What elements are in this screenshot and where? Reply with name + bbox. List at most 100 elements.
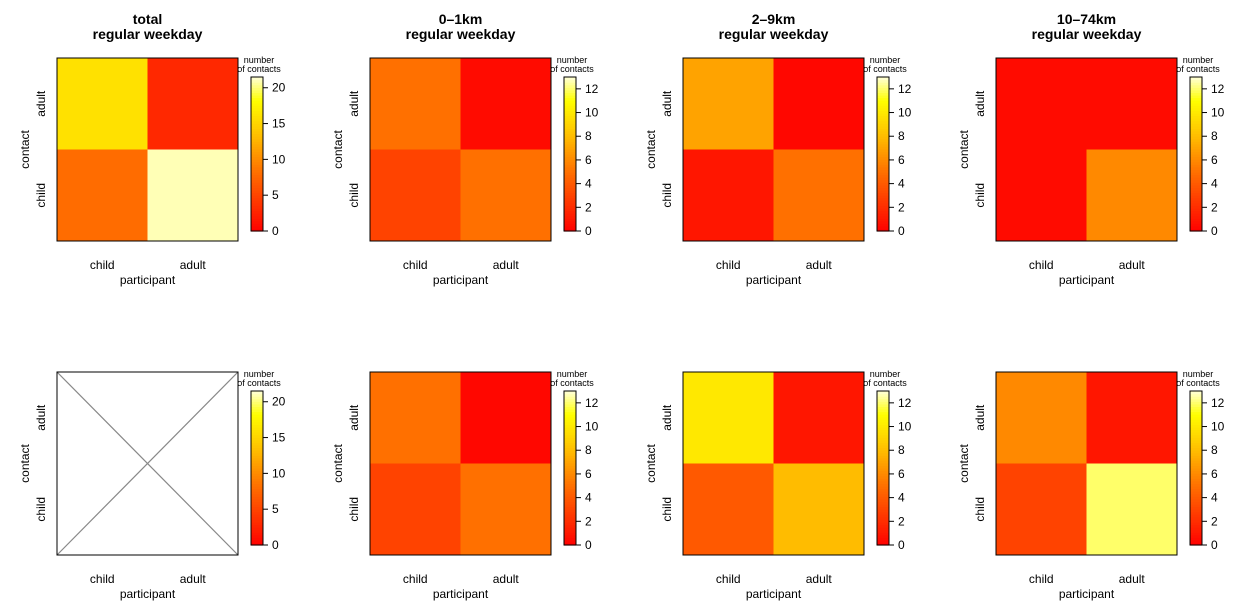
colorbar-segment (564, 421, 576, 425)
colorbar-segment (564, 401, 576, 405)
colorbar-segment (564, 460, 576, 464)
colorbar-segment (251, 514, 263, 518)
colorbar-segment (564, 87, 576, 91)
colorbar-segment (564, 166, 576, 170)
colorbar-segment (1190, 184, 1202, 188)
colorbar-segment (251, 100, 263, 104)
colorbar-segment (251, 210, 263, 214)
colorbar-segment (564, 128, 576, 132)
colorbar-tick-label: 8 (1211, 129, 1218, 143)
colorbar-tick-label: 0 (898, 538, 905, 552)
colorbar-segment (877, 439, 889, 443)
colorbar-segment (1190, 110, 1202, 114)
colorbar-segment (564, 115, 576, 119)
colorbar-segment (251, 218, 263, 222)
colorbar-tick-label: 6 (898, 153, 905, 167)
colorbar-segment (877, 411, 889, 415)
colorbar-segment (251, 87, 263, 91)
y-tick-label: adult (347, 404, 361, 431)
colorbar-segment (877, 189, 889, 194)
colorbar-segment (877, 432, 889, 436)
heatmap-cell (57, 149, 148, 242)
heatmap-cell (370, 149, 461, 242)
colorbar-segment (251, 143, 263, 147)
colorbar-tick-label: 4 (1211, 177, 1218, 191)
colorbar-segment (251, 225, 263, 230)
colorbar-segment (1190, 503, 1202, 508)
colorbar-tick-label: 6 (1211, 467, 1218, 481)
y-tick-label: child (973, 497, 987, 522)
colorbar-segment (1190, 213, 1202, 217)
colorbar-tick-label: 0 (585, 224, 592, 238)
colorbar-segment (564, 455, 576, 459)
colorbar-segment (877, 498, 889, 502)
colorbar-segment (877, 195, 889, 199)
colorbar-frame (1189, 390, 1203, 546)
colorbar-segment (877, 179, 889, 183)
colorbar-segment (564, 138, 576, 142)
colorbar-tick-label: 4 (585, 491, 592, 505)
colorbar-segment (877, 478, 889, 482)
colorbar-segment (1190, 527, 1202, 531)
colorbar-segment (1190, 218, 1202, 222)
colorbar-segment (1190, 225, 1202, 230)
colorbar-segment (564, 393, 576, 397)
colorbar-segment (564, 182, 576, 186)
colorbar-tick-label: 12 (1211, 396, 1225, 410)
colorbar-tick-label: 10 (585, 106, 599, 120)
y-tick-label: child (660, 183, 674, 208)
colorbar-segment (1190, 125, 1202, 129)
panel-title: regular weekday (406, 26, 516, 42)
colorbar-tick-label: 2 (1211, 200, 1218, 214)
colorbar-segment (1190, 94, 1202, 99)
y-axis-label: contact (957, 129, 971, 168)
colorbar-segment (877, 125, 889, 129)
colorbar-segment (564, 164, 576, 168)
colorbar-tick-label: 8 (898, 443, 905, 457)
colorbar-segment (564, 148, 576, 153)
colorbar-segment (1190, 488, 1202, 492)
y-tick-label: adult (347, 90, 361, 117)
colorbar-segment (877, 532, 889, 536)
colorbar-tick-label: 10 (1211, 420, 1225, 434)
colorbar-segment (251, 416, 263, 420)
colorbar-segment (877, 156, 889, 160)
colorbar-segment (1190, 478, 1202, 482)
colorbar-segment (564, 223, 576, 227)
colorbar-tick-label: 0 (585, 538, 592, 552)
colorbar-segment (251, 159, 263, 163)
panel-title: regular weekday (719, 26, 829, 42)
heatmap-cell (147, 149, 239, 242)
colorbar-segment (251, 97, 263, 101)
colorbar-segment (251, 189, 263, 194)
colorbar-tick-label: 2 (898, 514, 905, 528)
colorbar-segment (877, 465, 889, 469)
colorbar-segment (564, 112, 576, 117)
colorbar-segment (1190, 151, 1202, 155)
y-axis-label: contact (644, 443, 658, 482)
colorbar-segment (877, 406, 889, 410)
colorbar-segment (877, 223, 889, 227)
colorbar-segment (1190, 107, 1202, 111)
colorbar-segment (251, 120, 263, 124)
colorbar-segment (251, 84, 263, 88)
colorbar-segment (251, 89, 263, 93)
heatmap-cell (147, 58, 239, 150)
colorbar-segment (564, 496, 576, 500)
colorbar-segment (1190, 539, 1202, 544)
colorbar-segment (1190, 138, 1202, 142)
colorbar-segment (877, 143, 889, 147)
colorbar-segment (564, 84, 576, 88)
x-tick-label: adult (806, 258, 833, 272)
colorbar-segment (251, 110, 263, 114)
colorbar-segment (877, 215, 889, 219)
colorbar-segment (251, 169, 263, 173)
colorbar-segment (877, 161, 889, 165)
colorbar-segment (564, 143, 576, 147)
colorbar-segment (1190, 177, 1202, 181)
colorbar-segment (1190, 92, 1202, 96)
heatmap-cell (773, 58, 865, 150)
colorbar-segment (877, 460, 889, 464)
colorbar-segment (1190, 480, 1202, 484)
